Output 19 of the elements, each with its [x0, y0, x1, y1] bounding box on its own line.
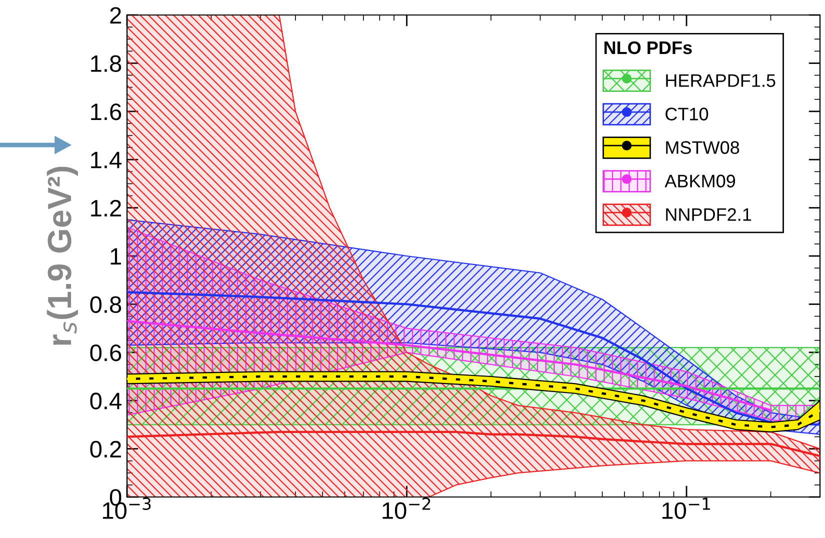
y-tick-label: 1.2 — [91, 200, 121, 216]
y-tick-label: 0.2 — [90, 440, 121, 458]
legend-label: NNPDF2.1 — [666, 208, 752, 221]
x-tick-label: 10$^{−1}$ — [662, 498, 710, 520]
y-tick-label: 0.6 — [90, 344, 122, 362]
legend-label: CT10 — [666, 108, 708, 120]
y-tick-label: 0.4 — [90, 392, 122, 410]
y-tick-label: 1 — [110, 248, 121, 265]
x-tick-label: 10$^{−2}$ — [382, 497, 430, 520]
y-axis-title: r$_{s}$(1.9 GeV²) — [46, 166, 78, 345]
y-tick-label: 2 — [110, 7, 121, 24]
y-tick-label: 1.6 — [91, 103, 122, 120]
legend-label: ABKM09 — [664, 174, 736, 188]
y-tick-label: 0.8 — [90, 296, 122, 313]
legend-label: HERAPDF1.5 — [666, 74, 776, 87]
legend-label: MSTW08 — [666, 141, 740, 154]
legend-title: NLO PDFs — [604, 41, 692, 54]
y-tick-label: 1.8 — [91, 55, 122, 72]
y-tick-label: 1.4 — [91, 152, 122, 168]
